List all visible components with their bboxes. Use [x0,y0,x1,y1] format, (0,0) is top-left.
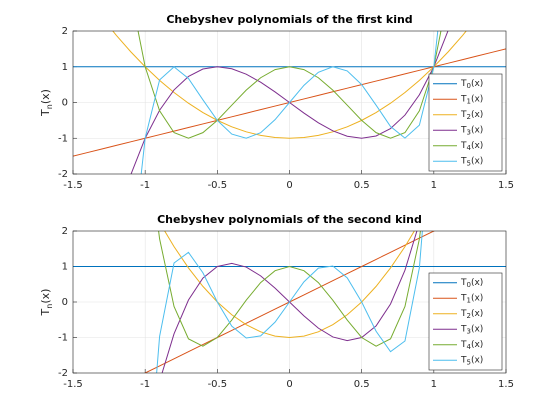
legend-label: T0(x) [460,78,483,90]
x-tick-label: 0 [286,180,292,191]
axes-box [72,30,507,175]
y-tick-label: 2 [62,26,68,37]
line [158,231,421,347]
y-axis-label: Tn(x) [39,89,54,117]
axes-box [72,230,507,374]
x-tick-label: -1 [140,379,150,390]
x-tick-label: 1.5 [498,180,514,191]
x-tick-label: 0 [286,379,292,390]
legend-label: T4(x) [460,140,483,152]
legend-label: T0(x) [460,277,483,289]
legend-label: T4(x) [460,339,483,351]
chart-title: Chebyshev polynomials of the second kind [157,213,422,226]
y-tick-label: -2 [58,169,68,180]
legend-label: T1(x) [460,94,483,106]
y-tick-label: 1 [62,262,68,273]
legend-label: T2(x) [460,308,483,320]
legend-box [428,73,503,172]
legend-box [428,272,503,371]
y-tick-label: 0 [62,98,68,109]
x-tick-label: 1 [431,379,437,390]
y-axis-label: Tn(x) [39,289,54,317]
x-tick-label: -0.5 [208,379,228,390]
x-tick-label: 0.5 [354,379,370,390]
y-tick-label: -1 [58,333,68,344]
x-tick-label: -0.5 [208,180,228,191]
plot-area [73,231,506,373]
chart-title: Chebyshev polynomials of the first kind [166,13,412,26]
y-tick-label: 2 [62,226,68,237]
y-tick-label: 0 [62,297,68,308]
line [140,31,439,174]
legend-label: T2(x) [460,109,483,121]
x-tick-label: -1.5 [63,180,83,191]
legend-label: T3(x) [460,324,483,336]
x-tick-label: 1 [431,180,437,191]
legend-label: T5(x) [460,156,483,168]
y-tick-label: -1 [58,133,68,144]
legend-label: T3(x) [460,125,483,137]
x-tick-label: 0.5 [354,180,370,191]
plot-area [73,31,506,174]
legend-label: T5(x) [460,355,483,367]
x-tick-label: -1.5 [63,379,83,390]
legend-label: T1(x) [460,293,483,305]
y-tick-label: 1 [62,62,68,73]
y-tick-label: -2 [58,368,68,379]
x-tick-label: 1.5 [498,379,514,390]
line [164,231,415,339]
line [156,231,423,373]
x-tick-label: -1 [140,180,150,191]
